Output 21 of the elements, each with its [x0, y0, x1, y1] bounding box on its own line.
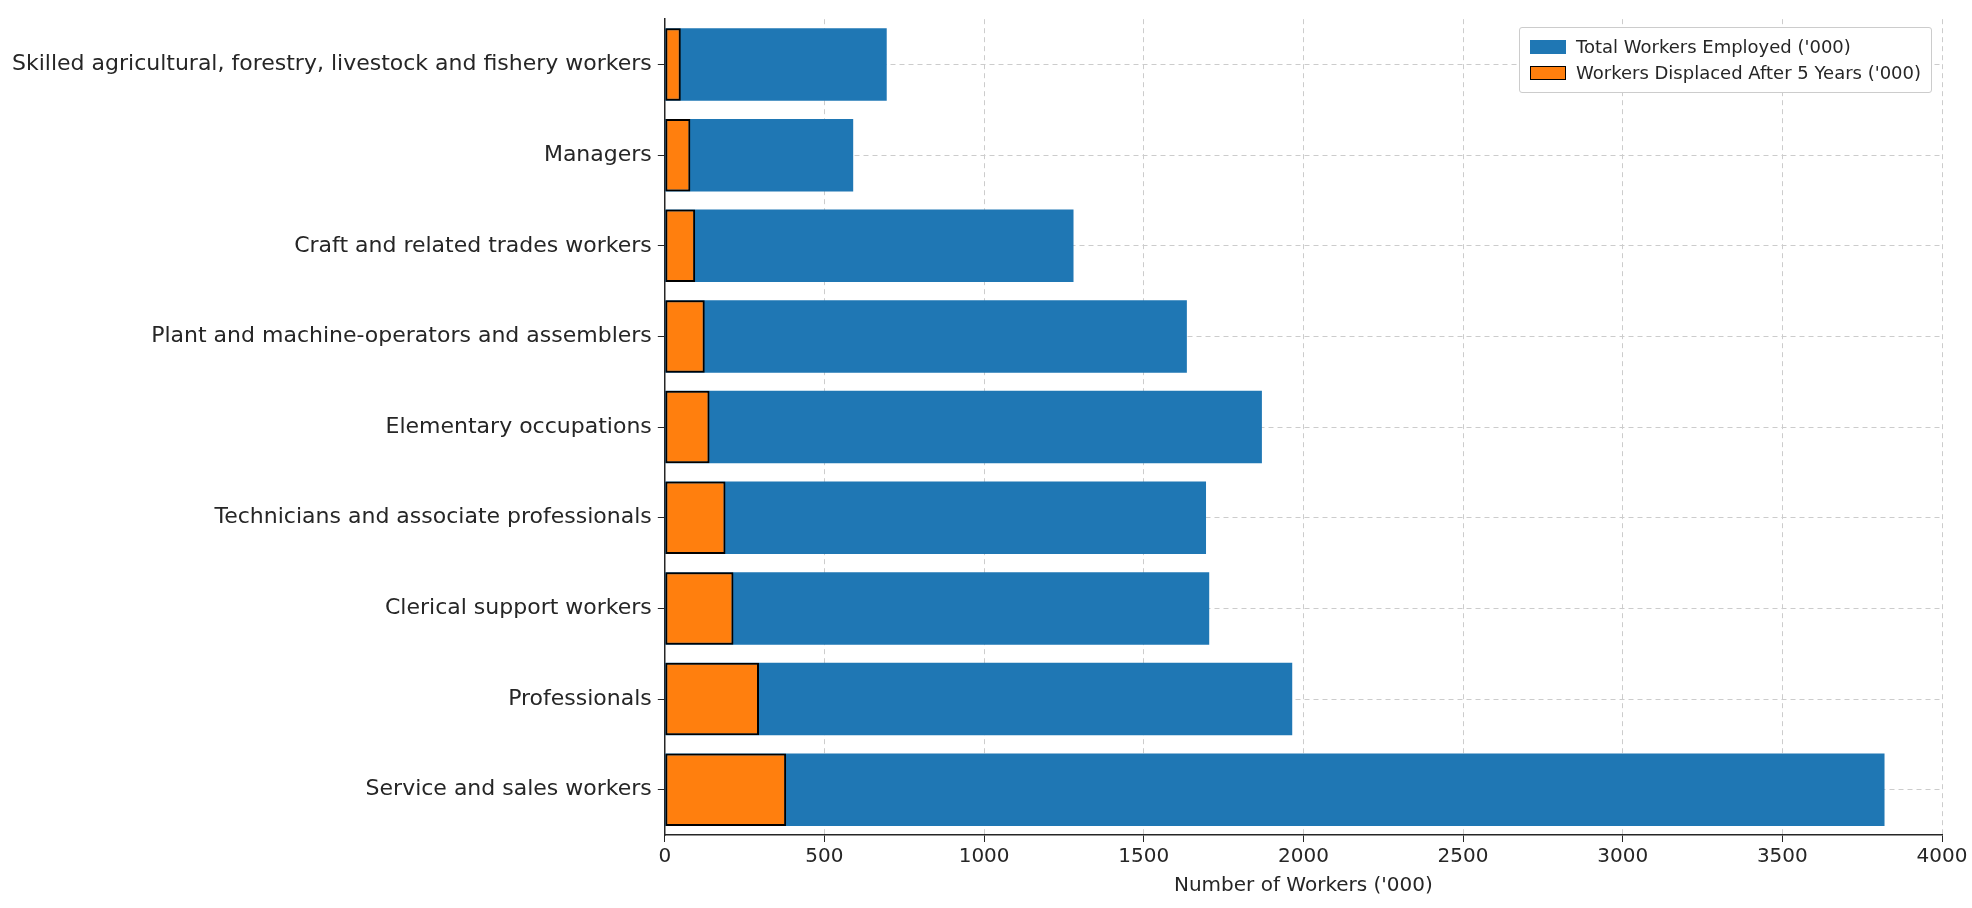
- y-tick-label: Technicians and associate professionals: [213, 503, 652, 529]
- y-tick-label: Plant and machine-operators and assemblers: [151, 322, 652, 348]
- x-tick-label: 1000: [958, 843, 1010, 868]
- y-tick-label: Managers: [543, 140, 652, 166]
- x-axis-title: Number of Workers ('000): [1173, 872, 1433, 897]
- x-tick-label: 2500: [1437, 843, 1489, 868]
- y-tick-label: Elementary occupations: [385, 412, 652, 438]
- x-tick-label: 3000: [1597, 843, 1649, 868]
- legend-label: Total Workers Employed ('000): [1576, 35, 1851, 60]
- y-tick-label: Service and sales workers: [365, 775, 652, 801]
- x-tick-label: 1500: [1118, 843, 1170, 868]
- x-tick-label: 4000: [1916, 843, 1968, 868]
- x-tick-label: 0: [658, 843, 672, 868]
- y-tick-label: Craft and related trades workers: [294, 231, 652, 257]
- y-tick-label: Clerical support workers: [385, 594, 652, 620]
- x-tick-label: 3500: [1756, 843, 1808, 868]
- y-tick-label: Professionals: [508, 684, 652, 710]
- x-tick-label: 500: [805, 843, 844, 868]
- x-tick-label: 2000: [1277, 843, 1329, 868]
- legend-label: Workers Displaced After 5 Years ('000): [1576, 61, 1922, 86]
- y-tick-label: Skilled agricultural, forestry, livestock and fishery workers: [11, 50, 652, 76]
